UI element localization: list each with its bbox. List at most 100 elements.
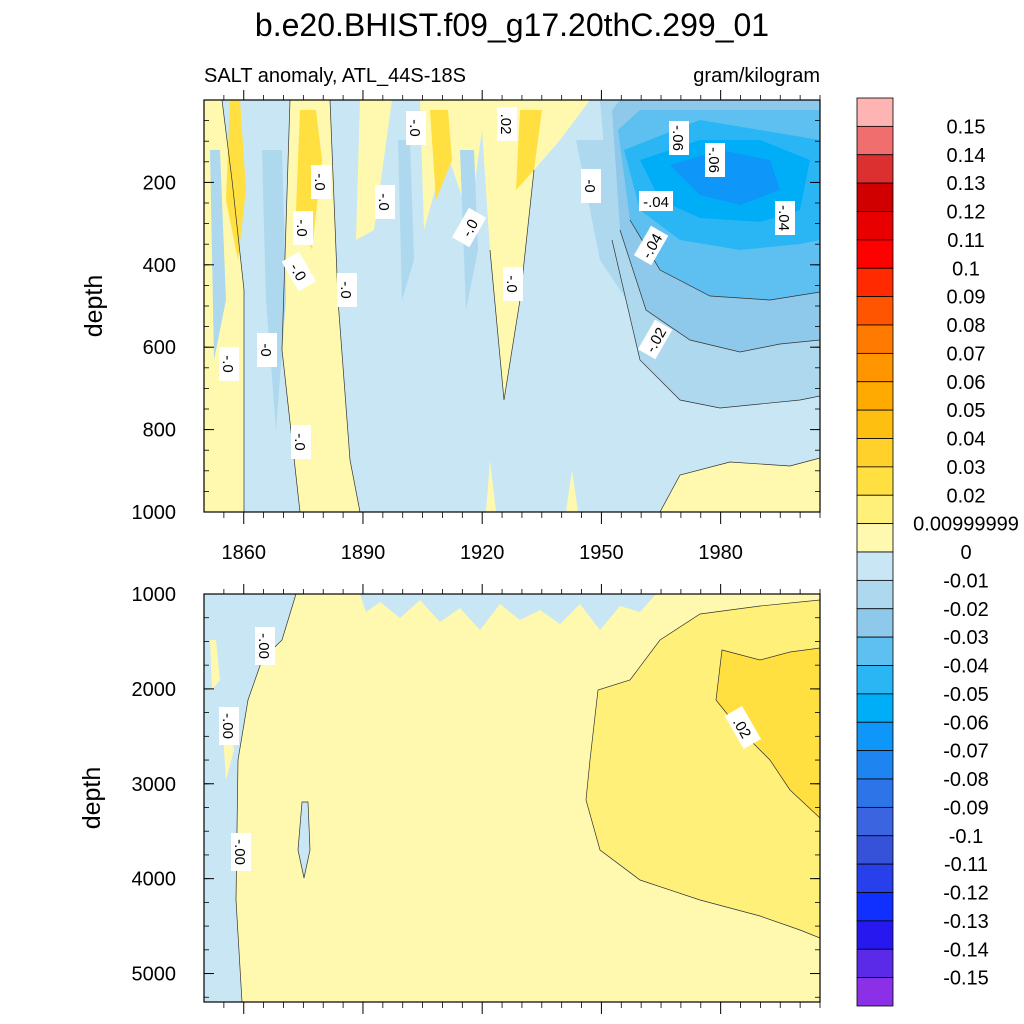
colorbar-swatch — [856, 835, 894, 865]
colorbar-swatch — [856, 296, 894, 326]
colorbar-label: -0.06 — [943, 712, 989, 734]
contour-label-text: -.0 — [406, 119, 423, 137]
lower-panel-contour — [297, 801, 311, 879]
upper-panel-contour-labels: -.0 -.0 -.0 -.0 -.0 -.0 -.0 -.0 -.0 -0 -0 -.0 .02 -.0… — [219, 107, 795, 459]
contour-label: -0 — [257, 333, 277, 367]
colorbar-label: 0.08 — [947, 315, 986, 337]
colorbar-swatch — [856, 438, 894, 468]
upper-panel-negative-core — [670, 150, 780, 205]
contour-label-background — [257, 333, 277, 367]
x-tick-label: 1950 — [579, 542, 624, 564]
colorbar-swatch — [856, 409, 894, 439]
x-tick-label: 1920 — [460, 542, 505, 564]
lower-panel-frame — [203, 593, 821, 1003]
contour-label: -.0 — [375, 185, 395, 219]
colorbar-label: -0.08 — [943, 769, 989, 791]
colorbar-label: -0.04 — [943, 656, 989, 678]
contour-label-text: -.0 — [375, 193, 392, 211]
colorbar-label: 0.06 — [947, 372, 986, 394]
contour-label-text: -.00 — [255, 633, 272, 659]
contour-label-background — [291, 425, 311, 459]
lower-panel-contour-lines — [235, 593, 821, 1003]
contour-label-background — [406, 111, 426, 145]
contour-label-background — [311, 165, 331, 199]
contour-label-background — [255, 627, 275, 665]
contour-label-background — [633, 225, 669, 266]
upper-panel-negative-tongue — [262, 150, 286, 430]
colorbar-label: -0.14 — [943, 939, 989, 961]
colorbar-label: -0.07 — [943, 741, 989, 763]
contour-label: -.0 — [311, 165, 331, 199]
contour-label: -.0 — [406, 111, 426, 145]
contour-label: -.0 — [219, 347, 239, 381]
upper-panel-contour — [619, 229, 821, 353]
contour-label: .02 — [497, 107, 517, 141]
colorbar-swatch — [856, 920, 894, 950]
upper-panel-positive-streak — [516, 110, 542, 190]
upper-panel-positive-streak — [430, 110, 452, 200]
contour-label-text: -.0 — [503, 275, 520, 293]
contour-label-text: -.00 — [219, 713, 236, 739]
contour-label-background — [581, 169, 601, 203]
lower-panel-contour — [715, 647, 821, 819]
x-tick-label: 1860 — [221, 542, 266, 564]
colorbar-swatch — [856, 381, 894, 411]
colorbar-label: -0.05 — [943, 684, 989, 706]
colorbar-swatch — [856, 665, 894, 695]
colorbar-swatch — [856, 352, 894, 383]
contour-label: -.04 — [639, 191, 673, 211]
y-tick-label: 800 — [143, 420, 176, 442]
contour-label-text: -.06 — [669, 125, 686, 151]
upper-panel-positive-region — [566, 470, 578, 512]
colorbar-swatch — [856, 551, 894, 581]
upper-panel-ylabel: depth — [80, 275, 108, 338]
colorbar-swatch — [856, 324, 894, 354]
upper-panel-contour-lines — [221, 99, 821, 513]
colorbar-swatch — [856, 863, 894, 893]
colorbar-label: -0.12 — [943, 883, 989, 905]
contour-label: -.0 — [291, 425, 311, 459]
colorbar-label: -0.15 — [943, 968, 989, 990]
contour-label-text: -.0 — [337, 281, 354, 299]
colorbar-label: -0.02 — [943, 599, 989, 621]
contour-label: -.0 — [281, 251, 317, 292]
contour-label-background — [775, 201, 795, 235]
contour-label: -.0 — [451, 207, 487, 248]
contour-label-text: -.00 — [231, 839, 248, 865]
contour-label: -.00 — [231, 833, 251, 871]
contour-label: -.0 — [337, 273, 357, 307]
contour-label-text: -.0 — [219, 355, 236, 373]
contour-label-background — [705, 143, 725, 177]
colorbar-label: -0.01 — [943, 570, 989, 592]
y-tick-label: 400 — [143, 255, 176, 277]
contour-label-background — [669, 121, 689, 155]
colorbar-swatch — [856, 211, 894, 241]
y-tick-label: 2000 — [132, 679, 177, 701]
chart-subtitle-variable: SALT anomaly, ATL_44S-18S — [204, 65, 466, 87]
upper-panel-positive-region — [356, 100, 392, 240]
contour-label-text: .02 — [497, 114, 514, 135]
contour-label-background — [231, 833, 251, 871]
lower-panel-negative-lens — [298, 802, 310, 878]
x-tick-label: 1890 — [341, 542, 386, 564]
colorbar-label: 0.11 — [947, 230, 984, 252]
contour-label-text: -.0 — [291, 433, 308, 451]
contour-label: -.0 — [503, 267, 523, 301]
upper-panel-positive-streak — [226, 100, 246, 260]
contour-label-background — [219, 707, 239, 745]
y-tick-label: 200 — [143, 172, 176, 194]
colorbar-swatch — [856, 125, 894, 156]
x-tick-label: 1980 — [698, 542, 743, 564]
contour-label-text: -.0 — [286, 260, 309, 284]
upper-depth-panel: 200 400 600 800 1000 1860 1890 1920 1950 1980 -.0… — [80, 90, 821, 564]
contour-label-background — [281, 251, 317, 292]
contour-label: -.00 — [219, 707, 239, 745]
colorbar-swatch — [856, 750, 894, 780]
upper-panel-positive-region — [480, 100, 590, 400]
contour-label: -.04 — [775, 201, 795, 235]
colorbar-label: 0.13 — [947, 173, 986, 195]
colorbar-label: -0.11 — [944, 854, 988, 876]
upper-panel-contour — [489, 169, 535, 401]
